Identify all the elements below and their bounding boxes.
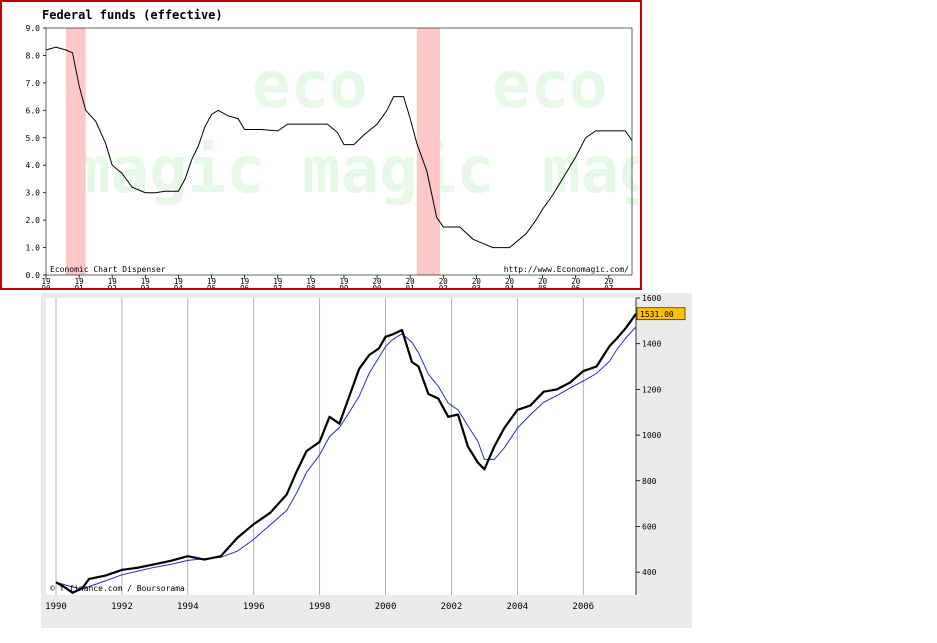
x-tick-label-century: 19 <box>108 277 117 286</box>
y-tick-label: 600 <box>642 522 657 531</box>
plot-area <box>46 298 636 595</box>
x-tick-label-century: 19 <box>339 277 348 286</box>
x-tick-label-year: 04 <box>505 284 515 288</box>
x-tick-label: 1990 <box>45 602 67 612</box>
credit-text: © f-finance.com / Boursorama <box>50 584 185 593</box>
x-tick-label-year: 02 <box>439 284 448 288</box>
last-value-tag <box>636 307 686 321</box>
y-tick-label: 1400 <box>642 340 661 349</box>
watermark-text: magic <box>542 134 640 208</box>
x-tick-label-year: 05 <box>538 284 547 288</box>
price-line <box>55 313 637 594</box>
recession-band <box>416 28 440 275</box>
footer-right: http://www.Economagic.com/ <box>504 265 629 274</box>
x-tick-label-year: 97 <box>273 284 282 288</box>
x-tick-label: 2006 <box>572 602 594 612</box>
x-tick-label: 1994 <box>177 602 199 612</box>
x-tick-label-year: 92 <box>108 284 117 288</box>
y-tick-label: 6.0 <box>26 106 41 115</box>
x-tick-label-year: 93 <box>141 284 150 288</box>
watermark-text: eco <box>492 49 608 123</box>
x-tick-label-century: 19 <box>75 277 84 286</box>
x-tick-label-year: 90 <box>41 284 51 288</box>
federal-funds-chart-svg: magic magic magic eco eco Federal funds (effe… <box>26 8 735 293</box>
watermark-text: eco <box>252 49 368 123</box>
x-tick-label: 1992 <box>111 602 133 612</box>
last-value-label: 1531.00 <box>640 310 674 319</box>
x-tick-label-century: 19 <box>207 277 216 286</box>
y-tick-label: 5.0 <box>26 134 41 143</box>
x-tick-label-century: 20 <box>472 277 482 286</box>
y-tick-label: 8.0 <box>26 51 41 60</box>
watermark-text: magic <box>72 134 265 208</box>
x-tick-label: 2000 <box>375 602 397 612</box>
y-tick-label: 1200 <box>642 385 661 394</box>
footer-left: Economic Chart Dispenser <box>50 265 166 274</box>
x-tick-label-century: 19 <box>41 277 50 286</box>
y-tick-label: 1000 <box>642 431 661 440</box>
x-tick-label-century: 20 <box>604 277 614 286</box>
y-tick-label: 800 <box>642 477 657 486</box>
x-tick-label-year: 00 <box>373 284 383 288</box>
x-tick-label: 2002 <box>441 602 463 612</box>
y-tick-label: 1.0 <box>26 244 41 253</box>
index-price-chart-svg: 1990 1992 1994 1996 1998 2000 2002 2004 2006 400 6… <box>45 294 686 612</box>
y-tick-label: 4.0 <box>26 161 41 170</box>
x-tick-label-century: 20 <box>406 277 416 286</box>
x-tick-label-year: 94 <box>174 284 184 288</box>
x-tick-label: 1996 <box>243 602 265 612</box>
federal-funds-chart: magic magic magic eco eco Federal funds (effe… <box>0 0 735 293</box>
x-tick-label: 1998 <box>309 602 331 612</box>
y-tick-label: 0.0 <box>26 271 41 280</box>
x-tick-label-century: 20 <box>571 277 581 286</box>
x-tick-label-year: 01 <box>406 284 415 288</box>
x-tick-label-century: 20 <box>439 277 449 286</box>
y-tick-label: 2.0 <box>26 216 41 225</box>
x-tick-label-year: 96 <box>240 284 250 288</box>
x-tick-label-century: 19 <box>240 277 249 286</box>
x-tick-label-year: 98 <box>306 284 316 288</box>
x-tick-label-year: 91 <box>75 284 84 288</box>
recession-band <box>65 28 86 275</box>
y-tick-label: 9.0 <box>26 24 41 33</box>
watermark-text: magic <box>302 134 495 208</box>
x-tick-label-year: 99 <box>339 284 348 288</box>
x-tick-label-year: 03 <box>472 284 481 288</box>
y-tick-label: 1600 <box>642 294 661 303</box>
federal-funds-line <box>45 46 633 249</box>
chart-title: Federal funds (effective) <box>42 8 223 22</box>
x-tick-label-century: 20 <box>505 277 515 286</box>
moving-average-line <box>55 326 637 590</box>
x-tick-label: 2004 <box>507 602 529 612</box>
x-tick-label-century: 20 <box>538 277 548 286</box>
x-tick-label-year: 07 <box>604 284 613 288</box>
x-tick-label-century: 19 <box>174 277 183 286</box>
y-tick-label: 3.0 <box>26 189 41 198</box>
x-tick-label-century: 20 <box>373 277 383 286</box>
x-tick-label-year: 06 <box>571 284 581 288</box>
plot-frame <box>45 27 633 276</box>
index-price-chart: 1990 1992 1994 1996 1998 2000 2002 2004 2006 400 6… <box>41 293 692 628</box>
x-tick-label-year: 95 <box>207 284 216 288</box>
y-tick-label: 7.0 <box>26 79 41 88</box>
x-tick-label-century: 19 <box>273 277 282 286</box>
x-tick-label-century: 19 <box>306 277 315 286</box>
x-tick-label-century: 19 <box>141 277 150 286</box>
y-tick-label: 400 <box>642 568 657 577</box>
